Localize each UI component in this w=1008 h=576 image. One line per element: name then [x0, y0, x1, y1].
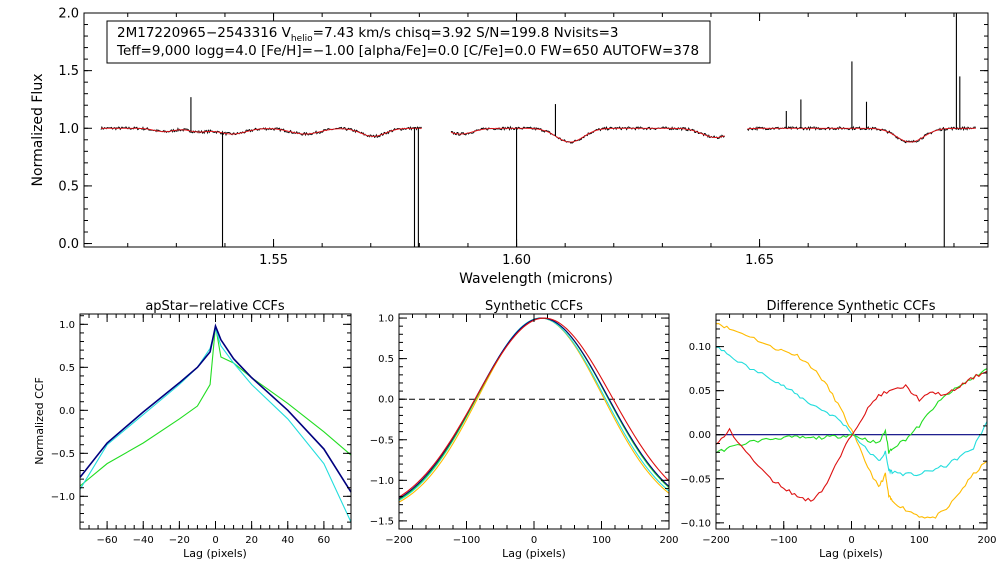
difference-ccf-line-orange — [715, 322, 988, 519]
apstar-ccf-ytick-label: −1.0 — [51, 492, 75, 503]
apstar-ccf-ytick-label: 1.0 — [59, 320, 75, 331]
difference-ccf-xtick-label: −100 — [770, 535, 797, 546]
observed-spectrum-segment-2 — [450, 125, 725, 144]
spectrum-series — [100, 13, 977, 247]
synthetic-ccf-xlabel: Lag (pixels) — [502, 547, 566, 560]
synthetic-ccf-xtick-label: 200 — [659, 535, 678, 546]
synthetic-ccf-ytick-label: −1.0 — [370, 476, 394, 487]
synthetic-ccf-ticks: −200 −100 0 100 200 −1.5 −1.0 −0.5 0.0 0.5 1.0 — [370, 314, 679, 546]
spectrum-ytick-label: 0.0 — [58, 237, 79, 252]
synthetic-ccf-title: Synthetic CCFs — [485, 299, 583, 314]
synthetic-ccf-line-darkblue — [398, 317, 670, 500]
difference-ccf-line-green — [715, 368, 988, 454]
difference-ccf-xlabel: Lag (pixels) — [819, 547, 883, 560]
synthetic-ccf-xtick-label: −200 — [385, 535, 412, 546]
synthetic-ccf-ytick-label: 0.5 — [378, 354, 394, 365]
spectrum-ytick-label: 0.5 — [58, 179, 79, 194]
spectrum-ylabel: Normalized Flux — [30, 74, 46, 187]
spectrum-clipped — [100, 13, 977, 247]
synthetic-ccf-ytick-label: −1.5 — [370, 516, 394, 527]
synthetic-ccf-line-green — [398, 317, 670, 500]
spectrum-panel: 1.55 1.60 1.65 0.0 0.5 1.0 1.5 2.0 2M17220965−2… — [30, 7, 989, 287]
info-line1-pre: 2M17220965−2543316 V — [117, 25, 292, 41]
spectrum-info-box-frame — [106, 20, 711, 64]
spectrum-info-line1: 2M17220965−2543316 Vhelio=7.43 km/s chis… — [117, 25, 619, 44]
synthetic-ccf-ytick-label: −0.5 — [370, 435, 394, 446]
difference-ccf-xtick-label: 0 — [848, 535, 854, 546]
synthetic-ccf-panel: Synthetic CCFs −200 −100 0 100 200 −1.5 −1.0 −0… — [370, 299, 679, 560]
synthetic-ccf-xtick-label: 100 — [592, 535, 611, 546]
apstar-ccf-panel: apStar−relative CCFs −60 −40 −20 0 20 40 60 −1.… — [33, 299, 352, 560]
apstar-ccf-xlabel: Lag (pixels) — [183, 547, 247, 560]
apstar-ccf-series — [79, 323, 352, 523]
apstar-ccf-xtick-label: −20 — [169, 535, 190, 546]
spectrum-xtick-label: 1.65 — [745, 253, 774, 268]
difference-ccf-xtick-label: 100 — [910, 535, 929, 546]
spectrum-xtick-label: 1.60 — [502, 253, 531, 268]
synthetic-ccf-series — [398, 317, 670, 503]
spectrum-ytick-label: 2.0 — [58, 7, 79, 22]
synthetic-ccf-line-cyan — [398, 317, 670, 501]
apstar-ccf-xtick-label: −40 — [133, 535, 154, 546]
apstar-ccf-line-darkblue — [79, 323, 352, 493]
difference-ccf-plot-frame — [715, 313, 988, 530]
difference-ccf-line-red — [715, 370, 988, 502]
synthetic-ccf-xtick-label: −100 — [453, 535, 480, 546]
apstar-ccf-xtick-label: 20 — [245, 535, 258, 546]
difference-ccf-line-cyan — [715, 346, 988, 477]
apstar-ccf-ylabel: Normalized CCF — [33, 377, 46, 465]
apstar-ccf-ytick-label: 0.0 — [59, 406, 75, 417]
info-line1-post: =7.43 km/s chisq=3.92 S/N=199.8 Nvisits=… — [313, 25, 619, 41]
apstar-ccf-xtick-label: 0 — [212, 535, 218, 546]
model-spectrum-segment-2 — [450, 127, 725, 143]
spectrum-plot-frame — [83, 12, 989, 248]
difference-ccf-xtick-label: 200 — [977, 535, 996, 546]
difference-ccf-ytick-label: −0.05 — [680, 474, 711, 485]
apstar-ccf-ytick-label: 0.5 — [59, 363, 75, 374]
difference-ccf-panel: Difference Synthetic CCFs −200 −100 0 100 20… — [680, 299, 996, 560]
apstar-ccf-ytick-label: −0.5 — [51, 449, 75, 460]
spectrum-info-box: 2M17220965−2543316 Vhelio=7.43 km/s chis… — [106, 20, 711, 64]
apstar-ccf-line-green — [79, 325, 352, 487]
synthetic-ccf-plot-frame — [398, 313, 670, 530]
synthetic-ccf-ytick-label: 0.0 — [378, 395, 394, 406]
synthetic-ccf-line-red — [398, 317, 670, 498]
synthetic-ccf-line-orange — [398, 317, 670, 503]
spectrum-ticks: 1.55 1.60 1.65 0.0 0.5 1.0 1.5 2.0 — [58, 7, 988, 268]
difference-ccf-ytick-label: 0.05 — [689, 386, 711, 397]
spectrum-xtick-label: 1.55 — [259, 253, 288, 268]
difference-ccf-title: Difference Synthetic CCFs — [766, 299, 935, 314]
apstar-ccf-line-cyan — [79, 326, 352, 523]
difference-ccf-series — [715, 322, 988, 519]
apstar-ccf-xtick-label: 60 — [318, 535, 331, 546]
model-spectrum-segment-1 — [101, 127, 422, 137]
apstar-ccf-xtick-label: −60 — [97, 535, 118, 546]
info-line1-sub: helio — [291, 34, 313, 44]
spectrum-ytick-label: 1.5 — [58, 64, 79, 79]
difference-ccf-ticks: −200 −100 0 100 200 −0.10 −0.05 0.00 0.05 0.10 — [680, 314, 997, 546]
apstar-ccf-xtick-label: 40 — [281, 535, 294, 546]
difference-ccf-xtick-label: −200 — [702, 535, 729, 546]
spectrum-xlabel: Wavelength (microns) — [459, 271, 613, 287]
model-spectrum-segment-3 — [747, 127, 976, 143]
difference-ccf-ytick-label: −0.10 — [680, 518, 711, 529]
apstar-ccf-ticks: −60 −40 −20 0 20 40 60 −1.0 −0.5 0.0 0.5 1.0 — [51, 314, 352, 546]
difference-ccf-ytick-label: 0.10 — [689, 342, 711, 353]
apstar-ccf-title: apStar−relative CCFs — [145, 299, 285, 314]
synthetic-ccf-xtick-label: 0 — [531, 535, 537, 546]
difference-ccf-ytick-label: 0.00 — [689, 430, 711, 441]
spectrum-ytick-label: 1.0 — [58, 122, 79, 137]
synthetic-ccf-ytick-label: 1.0 — [378, 314, 394, 325]
spectrum-info-line2: Teff=9,000 logg=4.0 [Fe/H]=−1.00 [alpha/… — [116, 43, 699, 59]
